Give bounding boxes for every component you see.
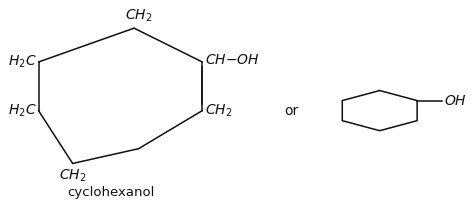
Text: $\mathit{CH_2}$: $\mathit{CH_2}$	[59, 168, 86, 184]
Text: $\mathit{CH_2}$: $\mathit{CH_2}$	[125, 8, 152, 24]
Text: $\mathit{OH}$: $\mathit{OH}$	[444, 94, 467, 108]
Text: or: or	[284, 104, 298, 118]
Text: cyclohexanol: cyclohexanol	[68, 186, 155, 199]
Text: $\mathit{H_2C}$: $\mathit{H_2C}$	[8, 54, 36, 70]
Text: $\mathit{CH{-}OH}$: $\mathit{CH{-}OH}$	[205, 53, 259, 67]
Text: $\mathit{CH_2}$: $\mathit{CH_2}$	[205, 102, 232, 119]
Text: $\mathit{H_2C}$: $\mathit{H_2C}$	[8, 102, 36, 119]
